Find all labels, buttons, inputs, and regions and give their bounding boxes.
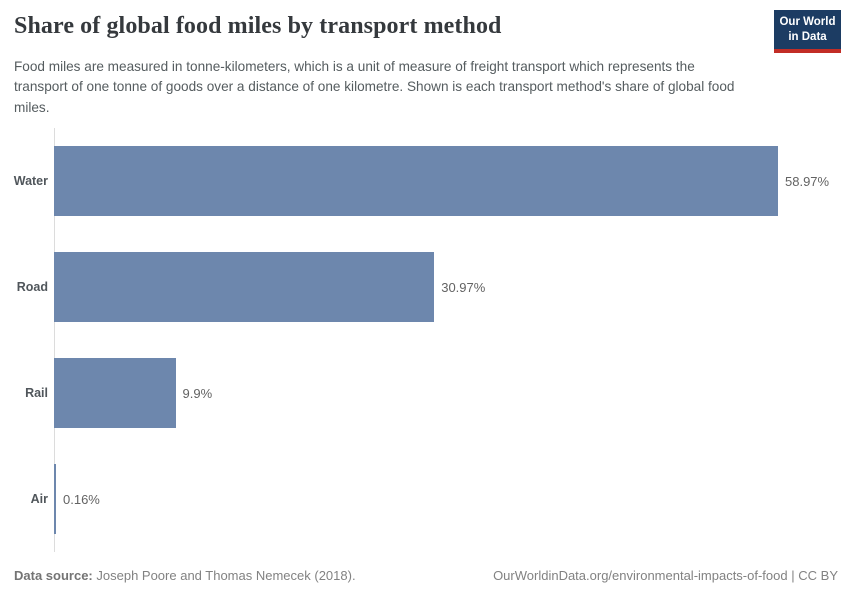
bar-track: 58.97% — [54, 146, 829, 216]
bar-row-rail: Rail 9.9% — [0, 340, 850, 446]
bar-row-air: Air 0.16% — [0, 446, 850, 552]
footer-attribution: OurWorldinData.org/environmental-impacts… — [493, 568, 838, 583]
category-label: Road — [16, 280, 48, 294]
bar[interactable] — [54, 146, 778, 216]
bar[interactable] — [54, 358, 176, 428]
chart-footer: Data source: Joseph Poore and Thomas Nem… — [14, 568, 838, 583]
owid-logo-line1: Our World — [779, 16, 836, 28]
bar-track: 0.16% — [54, 464, 778, 534]
data-source-label: Data source: — [14, 568, 93, 583]
data-source-text: Joseph Poore and Thomas Nemecek (2018). — [96, 568, 356, 583]
bar[interactable] — [54, 252, 435, 322]
footer-separator: | — [791, 568, 795, 583]
value-label: 58.97% — [785, 173, 830, 189]
category-label: Air — [30, 492, 48, 506]
y-axis-line — [54, 128, 55, 552]
chart-subtitle: Food miles are measured in tonne-kilomet… — [14, 59, 735, 115]
chart-title: Share of global food miles by transport … — [14, 13, 502, 39]
value-label: 0.16% — [63, 491, 100, 507]
license-label: CC BY — [798, 568, 838, 583]
owid-logo-line2: in Data — [788, 30, 827, 43]
value-label: 9.9% — [182, 385, 213, 401]
bar-track: 30.97% — [54, 252, 778, 322]
bar-chart: Water 58.97% Road 30.97% Rail 9.9% — [0, 128, 850, 552]
bar-row-water: Water 58.97% — [0, 128, 850, 234]
owid-logo: Our World in Data — [774, 10, 841, 53]
category-label: Water — [13, 174, 48, 188]
bar[interactable] — [54, 464, 56, 534]
bar-row-road: Road 30.97% — [0, 234, 850, 340]
data-source: Data source: Joseph Poore and Thomas Nem… — [14, 568, 356, 583]
value-label: 30.97% — [441, 279, 486, 295]
bar-rows: Water 58.97% Road 30.97% Rail 9.9% — [0, 128, 850, 552]
bar-track: 9.9% — [54, 358, 778, 428]
category-label: Rail — [25, 386, 48, 400]
owid-url-link[interactable]: OurWorldinData.org/environmental-impacts… — [493, 568, 788, 583]
